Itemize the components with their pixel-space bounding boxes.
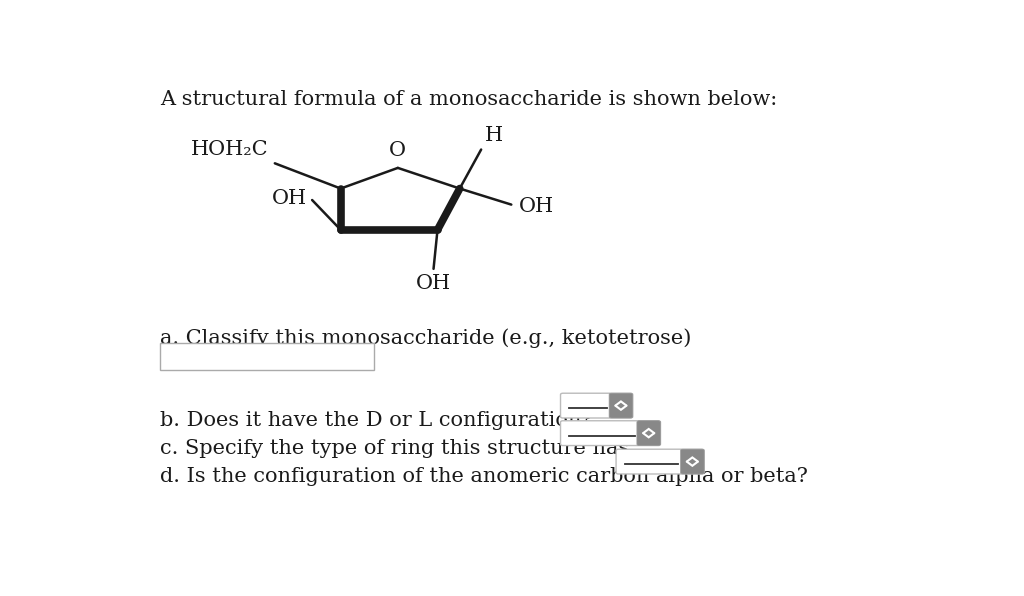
Text: H: H bbox=[485, 126, 503, 145]
FancyBboxPatch shape bbox=[681, 449, 705, 474]
FancyBboxPatch shape bbox=[609, 393, 633, 418]
FancyBboxPatch shape bbox=[560, 421, 660, 446]
Text: OH: OH bbox=[272, 189, 307, 207]
FancyBboxPatch shape bbox=[160, 343, 374, 370]
Text: d. Is the configuration of the anomeric carbon alpha or beta?: d. Is the configuration of the anomeric … bbox=[160, 467, 808, 486]
Text: b. Does it have the D or L configuration?: b. Does it have the D or L configuration… bbox=[160, 411, 592, 430]
Text: A structural formula of a monosaccharide is shown below:: A structural formula of a monosaccharide… bbox=[160, 90, 777, 109]
Text: OH: OH bbox=[416, 274, 452, 293]
Text: HOH₂C: HOH₂C bbox=[190, 139, 268, 159]
FancyBboxPatch shape bbox=[560, 393, 633, 418]
Text: OH: OH bbox=[519, 197, 554, 216]
FancyBboxPatch shape bbox=[616, 449, 705, 474]
Text: a. Classify this monosaccharide (e.g., ketotetrose): a. Classify this monosaccharide (e.g., k… bbox=[160, 328, 691, 348]
Text: c. Specify the type of ring this structure has.: c. Specify the type of ring this structu… bbox=[160, 439, 636, 458]
Text: O: O bbox=[389, 141, 407, 160]
FancyBboxPatch shape bbox=[637, 421, 660, 446]
